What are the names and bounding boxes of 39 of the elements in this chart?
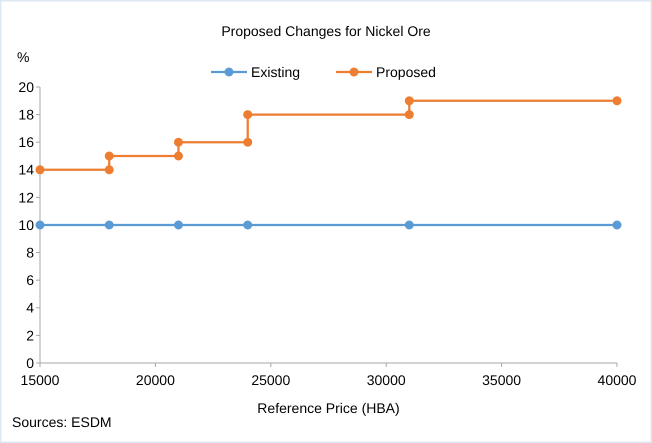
x-tick-label: 25000: [251, 372, 290, 388]
y-tick-label: 14: [18, 162, 34, 178]
point: [104, 152, 114, 160]
point: [612, 220, 622, 230]
y-tick-label: 0: [26, 354, 34, 371]
point: [174, 138, 183, 147]
point: [104, 165, 114, 174]
point: [243, 138, 252, 147]
point: [174, 152, 183, 160]
y-tick-label: 12: [18, 189, 34, 206]
point: [612, 96, 622, 106]
point: [243, 110, 252, 120]
source-note: Sources: ESDM: [12, 414, 112, 430]
point: [36, 165, 44, 174]
x-tick-label: 35000: [482, 372, 522, 388]
y-tick-label: 18: [18, 106, 34, 122]
y-axis-title: %: [17, 49, 30, 65]
point: [104, 220, 114, 230]
point: [404, 96, 414, 106]
x-tick-label: 40000: [598, 372, 637, 388]
x-axis-title: Reference Price (HBA): [257, 400, 400, 416]
y-tick-label: 10: [18, 216, 34, 233]
y-tick-label: 4: [26, 300, 34, 316]
x-tick-label: 30000: [366, 372, 406, 388]
point: [36, 220, 44, 230]
legend-label: Existing: [251, 64, 300, 80]
y-tick-label: 8: [26, 244, 34, 260]
point: [404, 110, 414, 120]
point: [404, 220, 414, 230]
y-tick-label: 6: [26, 272, 34, 288]
x-tick-label: 15000: [20, 372, 60, 388]
legend-label: Proposed: [376, 64, 436, 80]
point: [174, 220, 183, 230]
y-tick-label: 16: [18, 134, 34, 150]
y-tick-label: 2: [26, 327, 34, 344]
x-tick-label: 20000: [136, 372, 176, 388]
chart-title: Proposed Changes for Nickel Ore: [221, 23, 431, 39]
y-tick-label: 20: [18, 78, 34, 95]
point: [243, 220, 252, 230]
